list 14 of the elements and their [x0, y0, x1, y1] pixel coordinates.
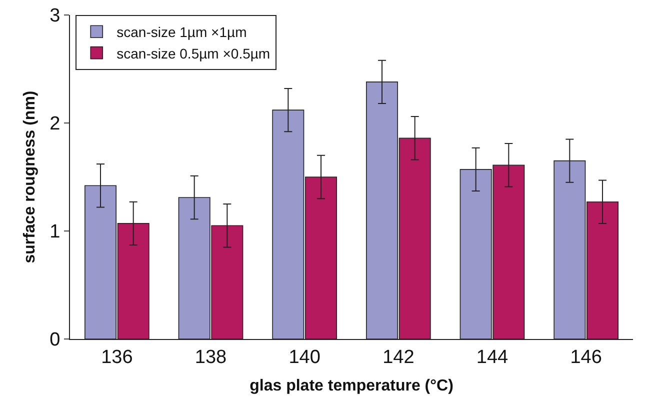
- x-tick-label: 140: [288, 346, 320, 368]
- x-tick-label: 146: [570, 346, 602, 368]
- y-tick-label: 2: [50, 114, 60, 135]
- y-tick-label: 3: [50, 6, 60, 27]
- y-tick-label: 0: [50, 330, 60, 351]
- x-tick-label: 144: [476, 346, 509, 368]
- x-tick-label: 138: [194, 346, 227, 368]
- x-axis-title: glas plate temperature (°C): [250, 378, 454, 394]
- x-tick-label: 136: [101, 346, 133, 368]
- y-tick-label: 1: [50, 222, 60, 243]
- y-axis-title: surface rougness (nm): [22, 90, 39, 264]
- legend-label: scan-size 0.5µm ×0.5µm: [116, 45, 270, 62]
- x-tick-label: 142: [382, 346, 414, 368]
- legend-label: scan-size 1µm ×1µm: [116, 24, 247, 40]
